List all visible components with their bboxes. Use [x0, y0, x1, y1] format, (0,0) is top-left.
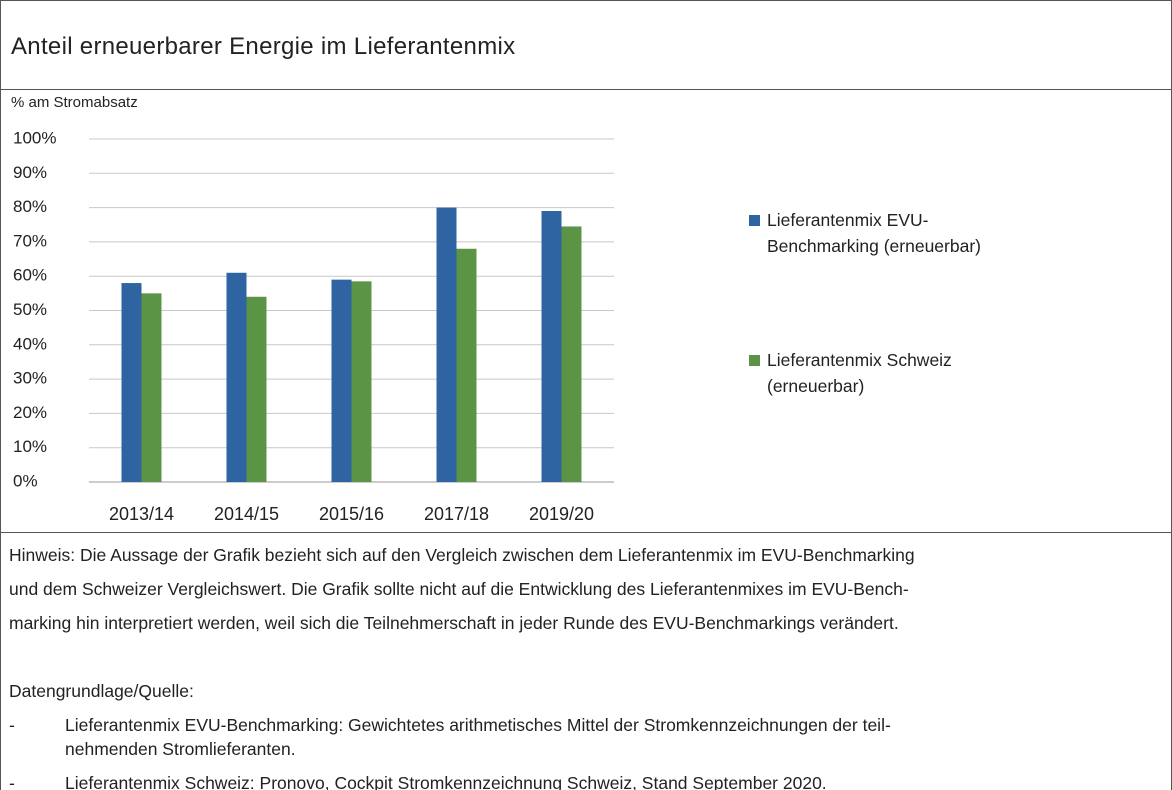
y-tick-label: 40%: [13, 334, 47, 353]
legend-label: Lieferantenmix EVU-Benchmarking (erneuer…: [767, 210, 981, 256]
y-tick-label: 60%: [13, 266, 47, 285]
bar: [246, 296, 267, 482]
divider: [1, 89, 1171, 90]
bullet: -: [9, 773, 15, 790]
source-line: nehmenden Stromlieferanten.: [65, 739, 296, 759]
source-line: Lieferantenmix EVU-Benchmarking: Gewicht…: [65, 715, 891, 735]
source-heading: Datengrundlage/Quelle:: [9, 681, 194, 701]
source-line: Lieferantenmix Schweiz: Pronovo, Cockpit…: [65, 773, 827, 790]
bar: [141, 293, 162, 482]
legend-item: Lieferantenmix Schweiz (erneuerbar): [749, 347, 1007, 399]
x-tick-label: 2017/18: [424, 504, 489, 524]
x-tick-label: 2019/20: [529, 504, 594, 524]
chart-title: Anteil erneuerbarer Energie im Lieferant…: [11, 33, 516, 60]
chart: 0% 10% 20% 30% 40% 50% 60% 70% 80% 90% 100% 2013/14…: [13, 128, 614, 524]
x-tick-label: 2013/14: [109, 504, 174, 524]
note-line: marking hin interpretiert werden, weil s…: [9, 613, 899, 633]
divider: [1, 532, 1171, 533]
y-tick-label: 10%: [13, 437, 47, 456]
legend-swatch: [749, 215, 760, 226]
bar: [226, 272, 247, 482]
y-tick-label: 100%: [13, 128, 56, 147]
bar: [541, 211, 562, 482]
y-tick-label: 50%: [13, 300, 47, 319]
note-line: Hinweis: Die Aussage der Grafik bezieht …: [9, 545, 915, 565]
bar: [561, 226, 582, 482]
legend-label: Lieferantenmix Schweiz (erneuerbar): [767, 350, 952, 396]
legend-item: Lieferantenmix EVU-Benchmarking (erneuer…: [749, 207, 1007, 259]
note-line: und dem Schweizer Vergleichswert. Die Gr…: [9, 579, 909, 599]
legend-swatch: [749, 355, 760, 366]
bar: [331, 279, 352, 482]
bar: [121, 283, 142, 482]
x-tick-label: 2015/16: [319, 504, 384, 524]
y-tick-label: 90%: [13, 163, 47, 182]
y-axis-label: % am Stromabsatz: [11, 94, 138, 111]
y-tick-label: 80%: [13, 197, 47, 216]
y-tick-label: 0%: [13, 471, 38, 490]
bar: [456, 248, 477, 482]
y-tick-label: 30%: [13, 369, 47, 388]
bar: [436, 207, 457, 482]
bar: [351, 281, 372, 482]
y-tick-label: 20%: [13, 403, 47, 422]
x-tick-label: 2014/15: [214, 504, 279, 524]
bullet: -: [9, 715, 15, 735]
y-tick-label: 70%: [13, 231, 47, 250]
